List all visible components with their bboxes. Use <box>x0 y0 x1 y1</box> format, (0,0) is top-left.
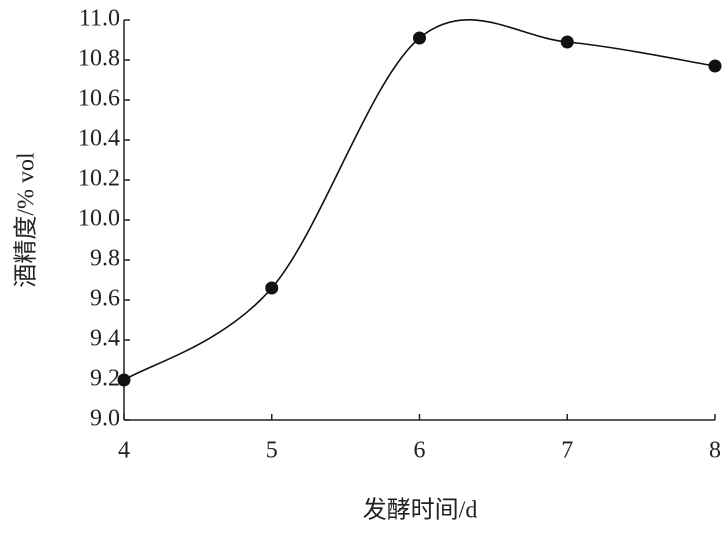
y-tick-label: 9.2 <box>90 366 120 392</box>
point <box>708 59 722 73</box>
y-tick-label: 11.0 <box>79 6 120 32</box>
y-tick-label: 9.8 <box>90 246 120 272</box>
point <box>117 373 131 387</box>
y-tick-label: 9.4 <box>90 326 120 352</box>
y-tick-label: 10.0 <box>78 206 120 232</box>
x-axis-label: 发酵时间/d <box>363 497 478 524</box>
x-tick-label: 4 <box>118 438 130 464</box>
y-tick-label: 9.0 <box>90 406 120 432</box>
point <box>413 31 426 45</box>
y-axis-label: 酒精度/% vol <box>13 152 40 288</box>
y-tick-label: 10.2 <box>78 166 120 192</box>
point <box>265 281 279 295</box>
y-tick-label: 10.8 <box>78 46 120 72</box>
x-tick-label: 6 <box>414 438 426 464</box>
x-tick-label: 8 <box>709 438 721 464</box>
x-tick-label: 7 <box>561 438 573 464</box>
line <box>123 19 716 381</box>
y-tick-label: 10.4 <box>78 126 120 152</box>
point <box>560 35 574 49</box>
y-tick-label: 10.6 <box>78 86 120 112</box>
x-tick-label: 5 <box>266 438 278 464</box>
y-tick-label: 9.6 <box>90 286 120 312</box>
